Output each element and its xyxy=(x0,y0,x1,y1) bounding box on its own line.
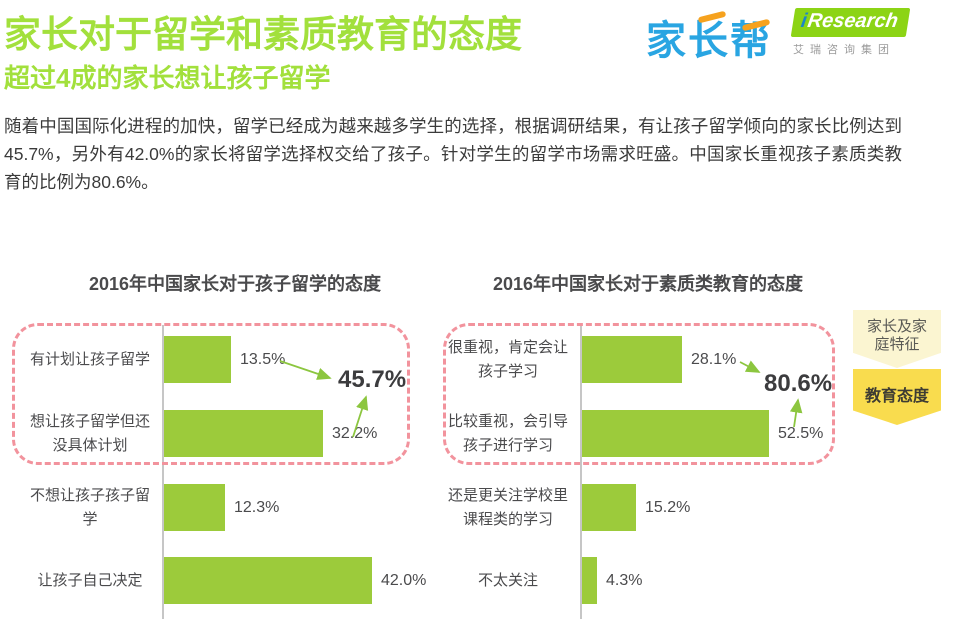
bar xyxy=(582,410,769,457)
tag-label: 家长及家庭特征 xyxy=(866,318,927,353)
category-label: 比较重视，会引导孩子进行学习 xyxy=(447,412,568,454)
tag-label: 教育态度 xyxy=(864,388,929,405)
intro-paragraph: 随着中国国际化进程的加快，留学已经成为越来越多学生的选择，根据调研结果，有让孩子… xyxy=(4,116,902,192)
category-label: 还是更关注学校里课程类的学习 xyxy=(447,486,568,528)
category-label: 不太关注 xyxy=(477,571,538,589)
callout-total-study-abroad: 45.7% xyxy=(338,366,407,393)
page-subtitle: 超过4成的家长想让孩子留学 xyxy=(4,63,331,93)
chart-title-study-abroad: 2016年中国家长对于孩子留学的态度 xyxy=(88,274,382,294)
bar xyxy=(164,410,323,457)
iresearch-badge: iResearch xyxy=(790,8,910,37)
tag-parent-family-traits: 家长及家庭特征 xyxy=(853,310,941,368)
bar xyxy=(582,557,597,604)
bar xyxy=(164,336,231,383)
value-label: 12.3% xyxy=(234,498,280,516)
chart-title-quality-education: 2016年中国家长对于素质类教育的态度 xyxy=(492,274,804,294)
page-title: 家长对于留学和素质教育的态度 xyxy=(4,14,522,55)
iresearch-subtitle: 艾瑞咨询集团 xyxy=(793,44,895,56)
tag-education-attitude: 教育态度 xyxy=(853,369,941,425)
category-label: 让孩子自己决定 xyxy=(37,571,143,589)
category-label: 不想让孩子孩子留学 xyxy=(29,486,150,528)
callout-total-quality-education: 80.6% xyxy=(764,370,833,397)
bar xyxy=(582,484,636,531)
axis-line xyxy=(162,325,164,619)
value-label: 42.0% xyxy=(381,571,427,589)
value-label: 15.2% xyxy=(645,498,691,516)
category-label: 想让孩子留学但还没具体计划 xyxy=(29,412,150,454)
bar xyxy=(164,557,372,604)
value-label: 52.5% xyxy=(778,424,824,442)
iresearch-wordmark: Research xyxy=(806,10,900,32)
category-label: 有计划让孩子留学 xyxy=(29,350,150,368)
value-label: 28.1% xyxy=(691,350,737,368)
jiazhangbang-logo: 家长帮 xyxy=(646,8,772,66)
iresearch-logo: iResearch 艾瑞咨询集团 xyxy=(790,8,948,57)
highlight-box xyxy=(12,323,410,465)
value-label: 4.3% xyxy=(606,571,643,589)
axis-line xyxy=(580,325,582,619)
bar xyxy=(164,484,225,531)
value-label: 13.5% xyxy=(240,350,286,368)
bar xyxy=(582,336,682,383)
highlight-box xyxy=(443,323,835,465)
category-label: 很重视，肯定会让孩子学习 xyxy=(447,338,568,380)
